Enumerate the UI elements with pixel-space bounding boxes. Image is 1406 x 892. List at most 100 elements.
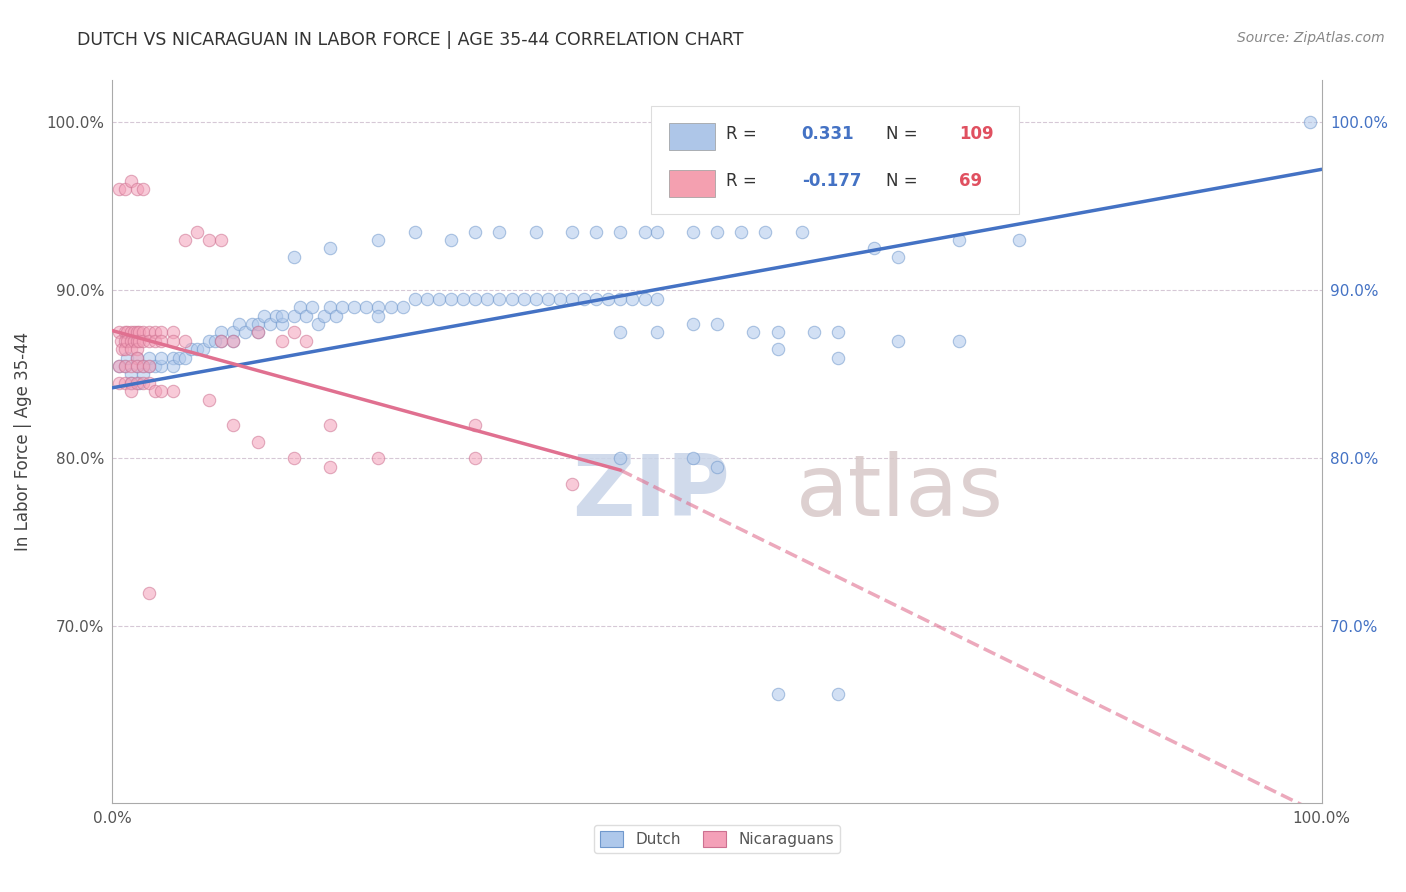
Point bbox=[132, 376, 155, 390]
Point bbox=[512, 292, 534, 306]
Point bbox=[827, 351, 849, 365]
Text: N =: N = bbox=[886, 126, 924, 144]
Point bbox=[107, 182, 129, 196]
Point bbox=[561, 292, 583, 306]
Point bbox=[682, 317, 704, 331]
Point bbox=[198, 233, 221, 247]
Point bbox=[246, 434, 269, 449]
Point bbox=[367, 309, 389, 323]
Point bbox=[682, 225, 704, 239]
Point bbox=[122, 334, 145, 348]
Point bbox=[609, 451, 631, 466]
Point bbox=[120, 376, 142, 390]
Point bbox=[766, 687, 789, 701]
Point bbox=[766, 326, 789, 340]
Point bbox=[114, 342, 136, 356]
Point bbox=[228, 317, 250, 331]
Legend: Dutch, Nicaraguans: Dutch, Nicaraguans bbox=[593, 825, 841, 853]
Point bbox=[125, 351, 148, 365]
Point bbox=[790, 225, 813, 239]
Point bbox=[440, 292, 463, 306]
Point bbox=[609, 292, 631, 306]
Point bbox=[283, 326, 305, 340]
Point bbox=[863, 241, 886, 255]
Point bbox=[138, 586, 160, 600]
Point bbox=[132, 359, 155, 373]
Point bbox=[240, 317, 263, 331]
Point bbox=[283, 309, 305, 323]
Point bbox=[264, 309, 287, 323]
Point bbox=[427, 292, 450, 306]
Point bbox=[585, 292, 607, 306]
Point bbox=[174, 233, 197, 247]
Point bbox=[948, 334, 970, 348]
Point bbox=[633, 225, 655, 239]
Point bbox=[367, 300, 389, 314]
Point bbox=[138, 334, 160, 348]
Point bbox=[167, 351, 190, 365]
Point bbox=[391, 300, 413, 314]
Point bbox=[1298, 115, 1320, 129]
Point bbox=[416, 292, 439, 306]
Text: R =: R = bbox=[725, 126, 762, 144]
Point bbox=[186, 342, 208, 356]
Point bbox=[107, 359, 129, 373]
Point bbox=[730, 225, 752, 239]
Point bbox=[633, 292, 655, 306]
Point bbox=[120, 376, 142, 390]
Point bbox=[222, 334, 245, 348]
Point bbox=[120, 174, 142, 188]
Point bbox=[115, 326, 138, 340]
Point bbox=[209, 326, 232, 340]
Point bbox=[561, 225, 583, 239]
Text: -0.177: -0.177 bbox=[801, 172, 862, 190]
Point bbox=[319, 417, 342, 432]
Point bbox=[488, 292, 510, 306]
Point bbox=[561, 476, 583, 491]
Point bbox=[887, 334, 910, 348]
Point bbox=[477, 292, 499, 306]
Point bbox=[120, 368, 142, 382]
Point bbox=[149, 351, 172, 365]
Point bbox=[404, 225, 426, 239]
Point bbox=[107, 326, 129, 340]
Point bbox=[742, 326, 765, 340]
Point bbox=[307, 317, 329, 331]
Point bbox=[706, 317, 728, 331]
Point bbox=[162, 384, 184, 398]
Point bbox=[259, 317, 281, 331]
Point bbox=[524, 292, 547, 306]
Point bbox=[283, 250, 305, 264]
Point bbox=[114, 359, 136, 373]
Point bbox=[132, 326, 155, 340]
Point bbox=[149, 359, 172, 373]
Point bbox=[598, 292, 620, 306]
Point bbox=[114, 376, 136, 390]
Point bbox=[343, 300, 366, 314]
Point bbox=[440, 233, 463, 247]
Point bbox=[645, 225, 668, 239]
Point bbox=[110, 334, 132, 348]
Point bbox=[138, 326, 160, 340]
Point bbox=[138, 359, 160, 373]
Point bbox=[125, 359, 148, 373]
Point bbox=[645, 326, 668, 340]
Point bbox=[120, 326, 142, 340]
Point bbox=[143, 334, 166, 348]
Point bbox=[111, 342, 134, 356]
Point bbox=[115, 334, 138, 348]
Point bbox=[330, 300, 353, 314]
Point bbox=[120, 334, 142, 348]
Point bbox=[149, 326, 172, 340]
Point bbox=[766, 342, 789, 356]
Point bbox=[451, 292, 474, 306]
Point bbox=[143, 359, 166, 373]
Point bbox=[209, 334, 232, 348]
Point bbox=[222, 334, 245, 348]
Point bbox=[803, 326, 825, 340]
Point bbox=[706, 459, 728, 474]
Point bbox=[125, 351, 148, 365]
Point bbox=[143, 384, 166, 398]
Point bbox=[235, 326, 257, 340]
Point bbox=[125, 326, 148, 340]
